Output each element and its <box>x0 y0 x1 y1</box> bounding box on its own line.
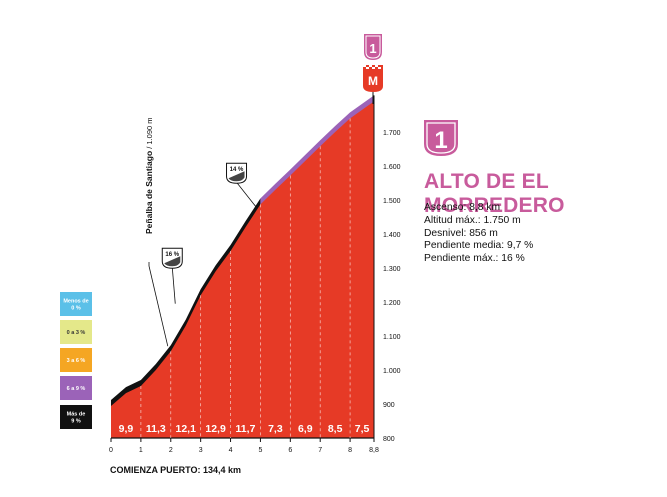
climb-title: ALTO DE EL MORREDERO <box>424 170 565 217</box>
legend-swatch <box>60 348 92 372</box>
segment-label-3: 12,9 <box>205 423 226 435</box>
climb-category-number: 1 <box>434 127 447 154</box>
segment-label-5: 7,3 <box>268 423 283 435</box>
segment-label-2: 12,1 <box>175 423 196 435</box>
slope-badge-label: 14 % <box>230 167 244 173</box>
x-tick-label: 7 <box>318 447 322 454</box>
y-tick-label: 800 <box>383 436 395 443</box>
legend-swatch <box>60 292 92 316</box>
x-axis-ticks: 0 1 2 3 4 5 6 7 8 8,8 <box>109 437 379 454</box>
slope-badge-label: 16 % <box>165 252 179 258</box>
x-tick-label: 3 <box>199 447 203 454</box>
segment-label-4: 11,7 <box>236 423 256 435</box>
stat-ascent: Ascenso: 8,8 km <box>424 202 501 213</box>
profile-area <box>111 101 374 439</box>
summit-finish-marker: M <box>363 65 383 92</box>
legend-label: 6 a 9 % <box>67 386 86 392</box>
slope-annotations: 16 % 14 % <box>161 162 257 304</box>
x-tick-label: 2 <box>169 447 173 454</box>
y-tick-label: 1.200 <box>383 300 401 307</box>
stat-max-gradient: Pendiente máx.: 16 % <box>424 253 525 265</box>
legend-label: 0 % <box>71 306 81 312</box>
y-tick-label: 1.500 <box>383 198 401 205</box>
profile-fill <box>111 95 375 439</box>
legend-swatch <box>60 405 92 429</box>
y-tick-label: 1.400 <box>383 232 401 239</box>
y-axis-ticks: 800 900 1.000 1.100 1.200 1.300 1.400 1.500 1.60… <box>383 130 401 443</box>
segment-label-7: 8,5 <box>328 423 343 435</box>
gradient-legend: Menos de0 % 0 a 3 % 3 a 6 % 6 a 9 % Más de9 … <box>60 292 92 429</box>
waypoint-annotation: Peñalba de Santiago / 1.090 m <box>144 118 169 347</box>
slope-badge-0: 16 % <box>161 247 183 269</box>
slope-badge-wedge <box>228 171 245 182</box>
slope-pointer-0 <box>171 267 176 304</box>
y-tick-label: 1.100 <box>383 334 401 341</box>
legend-label: 0 a 3 % <box>67 330 86 336</box>
x-tick-label: 1 <box>139 447 143 454</box>
waypoint-label: Peñalba de Santiago / 1.090 m <box>144 118 154 235</box>
waypoint-altitude: / 1.090 m <box>145 118 154 151</box>
x-tick-label: 4 <box>229 447 233 454</box>
stat-average-gradient: Pendiente media: 9,7 % <box>424 240 534 252</box>
y-tick-label: 1.600 <box>383 164 401 171</box>
summit-category-number: 1 <box>369 41 376 56</box>
climb-stats: Ascenso: 8,8 km Altitud máx.: 1.750 m De… <box>424 202 644 266</box>
y-tick-label: 1.300 <box>383 266 401 273</box>
legend-item-4: Más de9 % <box>60 405 92 429</box>
slope-badge-wedge <box>164 256 181 267</box>
climb-start-label: COMIENZA PUERTO: 134,4 km <box>110 465 242 475</box>
x-tick-label: 0 <box>109 447 113 454</box>
y-tick-label: 1.000 <box>383 368 401 375</box>
segment-label-1: 11,3 <box>146 423 166 435</box>
segment-label-0: 9,9 <box>119 423 134 435</box>
x-tick-label: 6 <box>288 447 292 454</box>
y-tick-label: 900 <box>383 402 395 409</box>
x-tick-label: 5 <box>258 447 262 454</box>
legend-swatch <box>60 320 92 344</box>
stat-elevation-gain: Desnivel: 856 m <box>424 227 498 239</box>
legend-item-0: Menos de0 % <box>60 292 92 316</box>
legend-label: 3 a 6 % <box>67 358 86 364</box>
y-tick-label: 1.700 <box>383 130 401 137</box>
legend-label: 9 % <box>71 419 81 425</box>
stat-max-altitude: Altitud máx.: 1.750 m <box>424 214 521 226</box>
slope-pointer-1 <box>236 181 257 208</box>
slope-badge-1: 14 % <box>226 162 248 184</box>
segment-label-6: 6,9 <box>298 423 313 435</box>
legend-item-3: 6 a 9 % <box>60 376 92 400</box>
x-tick-label: 8 <box>348 447 352 454</box>
km-gridlines <box>140 118 351 438</box>
legend-label: Menos de <box>63 299 88 305</box>
x-tick-label: 8,8 <box>369 447 379 454</box>
legend-item-2: 3 a 6 % <box>60 348 92 372</box>
summit-marker-letter: M <box>368 74 378 88</box>
legend-swatch <box>60 376 92 400</box>
legend-label: Más de <box>67 412 86 418</box>
waypoint-line-b <box>148 265 169 347</box>
climb-category-badge: 1 <box>424 120 458 156</box>
segment-label-8: 7,5 <box>355 423 370 435</box>
legend-item-1: 0 a 3 % <box>60 320 92 344</box>
summit-category-badge: 1 <box>364 34 382 60</box>
segment-gradient-labels: 9,9 11,3 12,1 12,9 11,7 7,3 6,9 8,5 7,5 <box>119 423 370 435</box>
waypoint-name: Peñalba de Santiago <box>144 151 154 234</box>
